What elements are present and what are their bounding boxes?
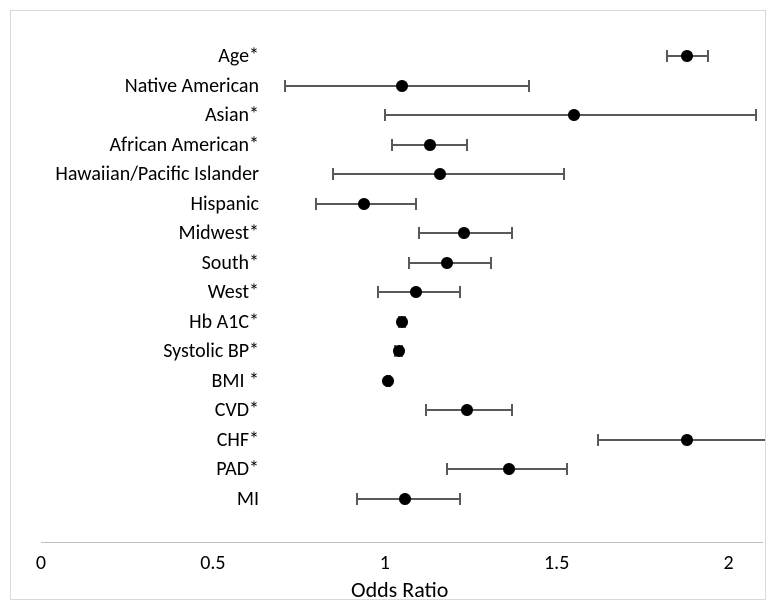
ci-cap-low <box>332 168 334 180</box>
row-label: Asian* <box>205 103 259 127</box>
row-label: Native American <box>125 74 259 98</box>
odds-ratio-point <box>396 80 408 92</box>
forest-row: MI <box>11 499 765 529</box>
odds-ratio-point <box>410 286 422 298</box>
row-label: CHF* <box>217 428 259 452</box>
x-axis-title: Odds Ratio <box>351 576 448 603</box>
odds-ratio-point <box>399 493 411 505</box>
forest-row: PAD* <box>11 469 765 499</box>
forest-plot: Age*Native AmericanAsian*African America… <box>10 10 766 600</box>
ci-cap-low <box>284 80 286 92</box>
ci-cap-low <box>391 139 393 151</box>
odds-ratio-point <box>568 109 580 121</box>
ci-cap-low <box>377 286 379 298</box>
row-label: African American* <box>109 133 259 157</box>
forest-row: CVD* <box>11 410 765 440</box>
ci-cap-high <box>459 286 461 298</box>
row-label: Systolic BP* <box>163 339 259 363</box>
row-label: Age* <box>218 44 259 68</box>
odds-ratio-point <box>396 316 408 328</box>
row-label: Hb A1C* <box>189 310 259 334</box>
ci-cap-low <box>425 404 427 416</box>
ci-cap-low <box>666 50 668 62</box>
ci-cap-low <box>418 227 420 239</box>
forest-row: Midwest* <box>11 233 765 263</box>
forest-row: South* <box>11 263 765 293</box>
ci-cap-high <box>563 168 565 180</box>
ci-cap-high <box>511 404 513 416</box>
ci-cap-low <box>315 198 317 210</box>
ci-cap-high <box>566 463 568 475</box>
x-tick-label: 1.5 <box>544 551 569 575</box>
ci-cap-high <box>459 493 461 505</box>
row-label: PAD* <box>216 457 259 481</box>
row-label: Hawaiian/Pacific Islander <box>55 162 259 186</box>
row-label: South* <box>202 251 259 275</box>
odds-ratio-point <box>503 463 515 475</box>
ci-cap-low <box>356 493 358 505</box>
ci-cap-high <box>490 257 492 269</box>
odds-ratio-point <box>358 198 370 210</box>
ci-line <box>333 173 563 175</box>
ci-cap-low <box>597 434 599 446</box>
row-label: West* <box>208 280 259 304</box>
plot-area: Age*Native AmericanAsian*African America… <box>11 11 765 599</box>
forest-row: Hispanic <box>11 204 765 234</box>
odds-ratio-point <box>458 227 470 239</box>
ci-cap-high <box>528 80 530 92</box>
odds-ratio-point <box>681 50 693 62</box>
x-tick-label: 2 <box>724 551 734 575</box>
forest-row: Hawaiian/Pacific Islander <box>11 174 765 204</box>
forest-row: BMI * <box>11 381 765 411</box>
ci-cap-high <box>755 109 757 121</box>
ci-cap-low <box>446 463 448 475</box>
row-label: CVD* <box>215 398 259 422</box>
x-axis-line <box>41 542 763 543</box>
ci-cap-high <box>511 227 513 239</box>
ci-cap-high <box>466 139 468 151</box>
odds-ratio-point <box>382 375 394 387</box>
forest-row: CHF* <box>11 440 765 470</box>
odds-ratio-point <box>393 345 405 357</box>
forest-row: Hb A1C* <box>11 322 765 352</box>
row-label: MI <box>237 487 259 511</box>
ci-cap-high <box>415 198 417 210</box>
forest-row: West* <box>11 292 765 322</box>
odds-ratio-point <box>681 434 693 446</box>
ci-cap-low <box>384 109 386 121</box>
x-tick-label: 1 <box>380 551 390 575</box>
odds-ratio-point <box>434 168 446 180</box>
row-label: BMI * <box>212 369 260 393</box>
row-label: Midwest* <box>178 221 259 245</box>
odds-ratio-point <box>441 257 453 269</box>
x-tick-label: 0 <box>36 551 46 575</box>
odds-ratio-point <box>424 139 436 151</box>
forest-row: Native American <box>11 86 765 116</box>
ci-cap-low <box>408 257 410 269</box>
x-tick-label: 0.5 <box>200 551 225 575</box>
odds-ratio-point <box>461 404 473 416</box>
ci-cap-high <box>707 50 709 62</box>
row-label: Hispanic <box>190 192 259 216</box>
